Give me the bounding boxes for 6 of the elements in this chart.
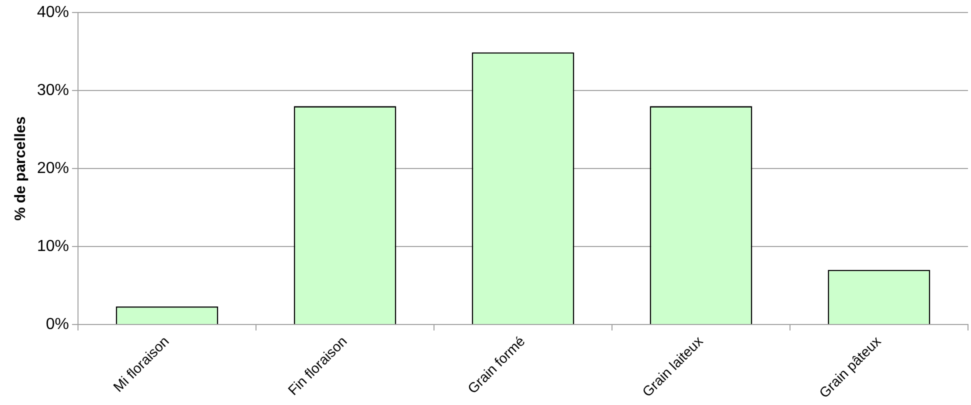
y-axis-title: % de parcelles <box>12 116 30 221</box>
y-tick-label: 30% <box>36 82 70 99</box>
y-tick-label: 10% <box>36 238 70 255</box>
y-tick-label: 20% <box>36 160 70 177</box>
y-tick-label: 40% <box>36 4 70 22</box>
y-tick-label: 0% <box>46 316 70 333</box>
